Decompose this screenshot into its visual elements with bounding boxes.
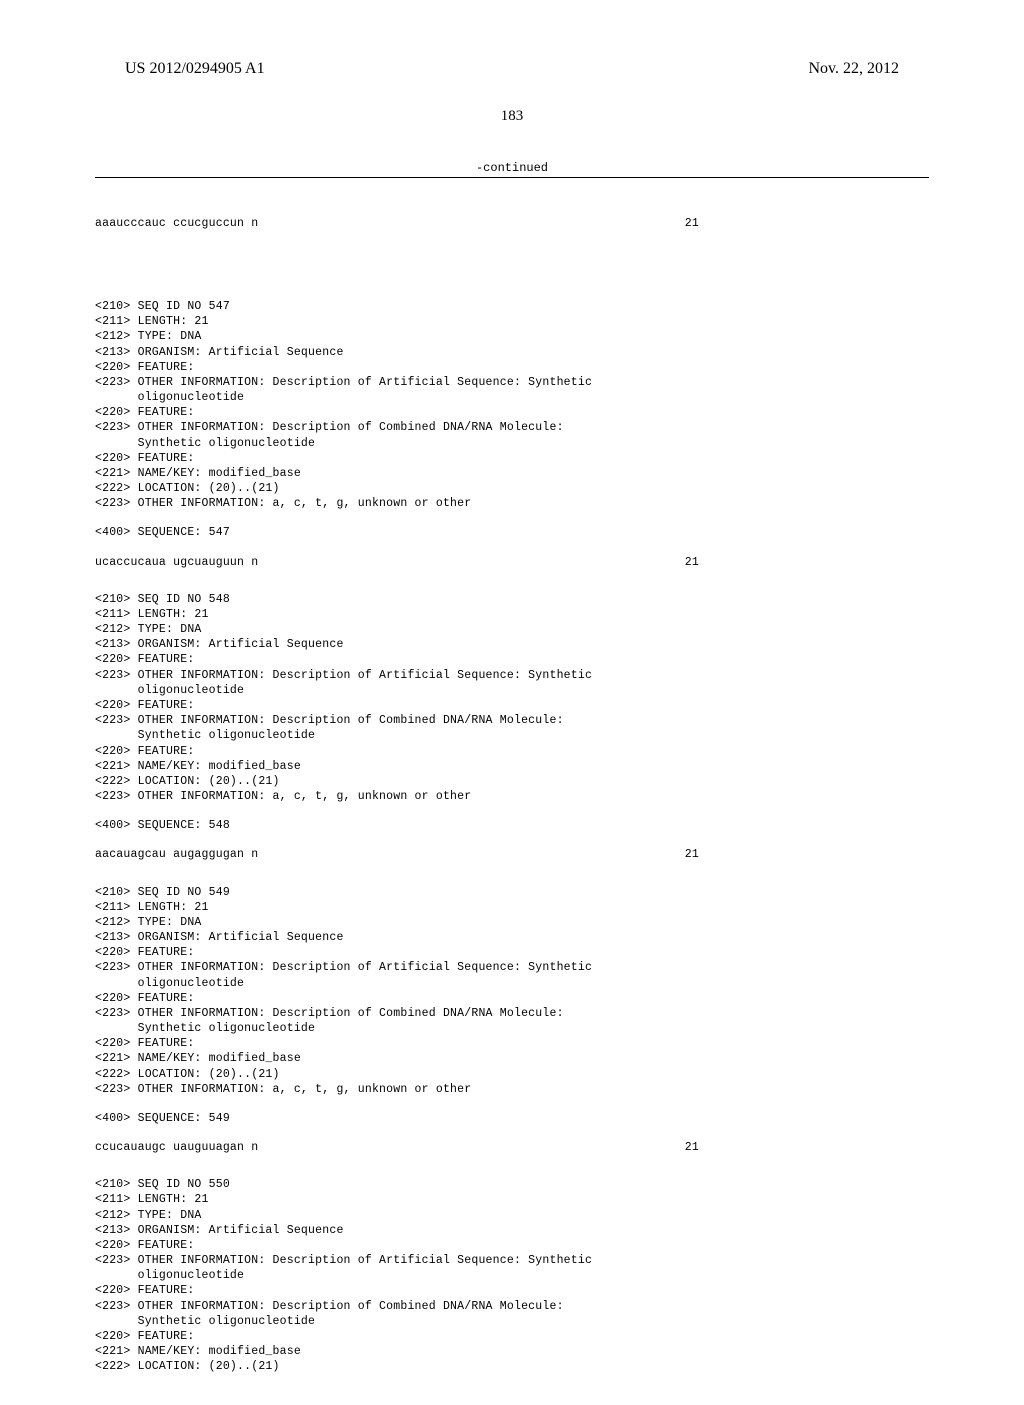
metadata-line: <223> OTHER INFORMATION: Description of … — [95, 668, 929, 683]
block-gap — [95, 863, 929, 877]
metadata-line: <220> FEATURE: — [95, 451, 929, 466]
metadata-line: <213> ORGANISM: Artificial Sequence — [95, 345, 929, 360]
metadata-line: <220> FEATURE: — [95, 1036, 929, 1051]
metadata-line: <222> LOCATION: (20)..(21) — [95, 1067, 929, 1082]
block-gap — [95, 277, 929, 291]
metadata-line: <220> FEATURE: — [95, 360, 929, 375]
metadata-line: <220> FEATURE: — [95, 698, 929, 713]
metadata-line: Synthetic oligonucleotide — [95, 1314, 929, 1329]
page-number: 183 — [95, 108, 929, 125]
metadata-line: <223> OTHER INFORMATION: Description of … — [95, 420, 929, 435]
metadata-line: <222> LOCATION: (20)..(21) — [95, 1359, 929, 1374]
metadata-line: <213> ORGANISM: Artificial Sequence — [95, 930, 929, 945]
sequence-data: aaaucccauc ccucguccun n — [95, 216, 258, 231]
metadata-line: <212> TYPE: DNA — [95, 915, 929, 930]
sequence-listing: aaaucccauc ccucguccun n 21 <210> SEQ ID … — [95, 186, 929, 1405]
block-gap — [95, 291, 929, 299]
sequence-row: ucaccucaua ugcuauguun n 21 — [95, 555, 929, 570]
metadata-line: <210> SEQ ID NO 548 — [95, 592, 929, 607]
metadata-line: <220> FEATURE: — [95, 744, 929, 759]
sequence-length: 21 — [685, 216, 929, 231]
metadata-line: <210> SEQ ID NO 547 — [95, 299, 929, 314]
metadata-line: <223> OTHER INFORMATION: Description of … — [95, 960, 929, 975]
sequence-length: 21 — [685, 1140, 929, 1155]
block-gap — [95, 1155, 929, 1169]
metadata-line: <211> LENGTH: 21 — [95, 1192, 929, 1207]
metadata-line: <210> SEQ ID NO 550 — [95, 1177, 929, 1192]
metadata-line: <223> OTHER INFORMATION: a, c, t, g, unk… — [95, 1082, 929, 1097]
metadata-line: Synthetic oligonucleotide — [95, 436, 929, 451]
sequence-data: aacauagcau augaggugan n — [95, 847, 258, 862]
sequence-data: ucaccucaua ugcuauguun n — [95, 555, 258, 570]
publication-date: Nov. 22, 2012 — [808, 60, 899, 78]
metadata-line: <211> LENGTH: 21 — [95, 900, 929, 915]
metadata-line: <213> ORGANISM: Artificial Sequence — [95, 1223, 929, 1238]
block-gap — [95, 804, 929, 818]
metadata-line: <220> FEATURE: — [95, 1329, 929, 1344]
entries-container: <210> SEQ ID NO 547<211> LENGTH: 21<212>… — [95, 277, 929, 1374]
metadata-line: <223> OTHER INFORMATION: a, c, t, g, unk… — [95, 496, 929, 511]
sequence-row: aacauagcau augaggugan n 21 — [95, 847, 929, 862]
metadata-line: <220> FEATURE: — [95, 945, 929, 960]
metadata-line: <212> TYPE: DNA — [95, 329, 929, 344]
metadata-line: oligonucleotide — [95, 1268, 929, 1283]
metadata-line: <220> FEATURE: — [95, 405, 929, 420]
metadata-line: <223> OTHER INFORMATION: Description of … — [95, 1006, 929, 1021]
metadata-line: <223> OTHER INFORMATION: Description of … — [95, 1253, 929, 1268]
metadata-line: oligonucleotide — [95, 683, 929, 698]
block-gap — [95, 511, 929, 525]
block-gap — [95, 570, 929, 584]
metadata-line: <223> OTHER INFORMATION: Description of … — [95, 713, 929, 728]
metadata-line: <211> LENGTH: 21 — [95, 314, 929, 329]
metadata-line: <223> OTHER INFORMATION: a, c, t, g, unk… — [95, 789, 929, 804]
metadata-line: <221> NAME/KEY: modified_base — [95, 1344, 929, 1359]
sequence-header: <400> SEQUENCE: 548 — [95, 818, 929, 833]
metadata-line: <220> FEATURE: — [95, 991, 929, 1006]
metadata-line: <210> SEQ ID NO 549 — [95, 885, 929, 900]
sequence-length: 21 — [685, 847, 929, 862]
metadata-line: <221> NAME/KEY: modified_base — [95, 466, 929, 481]
block-gap — [95, 1169, 929, 1177]
sequence-header: <400> SEQUENCE: 547 — [95, 525, 929, 540]
page-header: US 2012/0294905 A1 Nov. 22, 2012 — [95, 60, 929, 88]
metadata-line: <212> TYPE: DNA — [95, 622, 929, 637]
horizontal-rule — [95, 177, 929, 178]
metadata-line: <213> ORGANISM: Artificial Sequence — [95, 637, 929, 652]
sequence-row: aaaucccauc ccucguccun n 21 — [95, 216, 929, 231]
metadata-line: <212> TYPE: DNA — [95, 1208, 929, 1223]
metadata-line: Synthetic oligonucleotide — [95, 1021, 929, 1036]
block-gap — [95, 1126, 929, 1140]
metadata-line: <220> FEATURE: — [95, 652, 929, 667]
metadata-line: oligonucleotide — [95, 976, 929, 991]
metadata-line: <222> LOCATION: (20)..(21) — [95, 481, 929, 496]
sequence-length: 21 — [685, 555, 929, 570]
sequence-data: ccucauaugc uauguuagan n — [95, 1140, 258, 1155]
metadata-line: <221> NAME/KEY: modified_base — [95, 759, 929, 774]
metadata-line: <223> OTHER INFORMATION: Description of … — [95, 375, 929, 390]
continued-label: -continued — [95, 161, 929, 175]
metadata-line: <220> FEATURE: — [95, 1238, 929, 1253]
metadata-line: <221> NAME/KEY: modified_base — [95, 1051, 929, 1066]
metadata-line: <211> LENGTH: 21 — [95, 607, 929, 622]
block-gap — [95, 877, 929, 885]
metadata-line: <222> LOCATION: (20)..(21) — [95, 774, 929, 789]
block-gap — [95, 584, 929, 592]
metadata-line: <223> OTHER INFORMATION: Description of … — [95, 1299, 929, 1314]
patent-page: US 2012/0294905 A1 Nov. 22, 2012 183 -co… — [0, 0, 1024, 1320]
publication-number: US 2012/0294905 A1 — [125, 60, 265, 78]
block-gap — [95, 541, 929, 555]
metadata-line: Synthetic oligonucleotide — [95, 728, 929, 743]
block-gap — [95, 1097, 929, 1111]
metadata-line: <220> FEATURE: — [95, 1283, 929, 1298]
block-gap — [95, 833, 929, 847]
metadata-line: oligonucleotide — [95, 390, 929, 405]
sequence-row: ccucauaugc uauguuagan n 21 — [95, 1140, 929, 1155]
sequence-header: <400> SEQUENCE: 549 — [95, 1111, 929, 1126]
